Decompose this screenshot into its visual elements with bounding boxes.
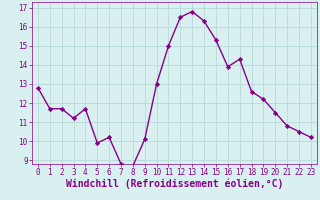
X-axis label: Windchill (Refroidissement éolien,°C): Windchill (Refroidissement éolien,°C) — [66, 179, 283, 189]
